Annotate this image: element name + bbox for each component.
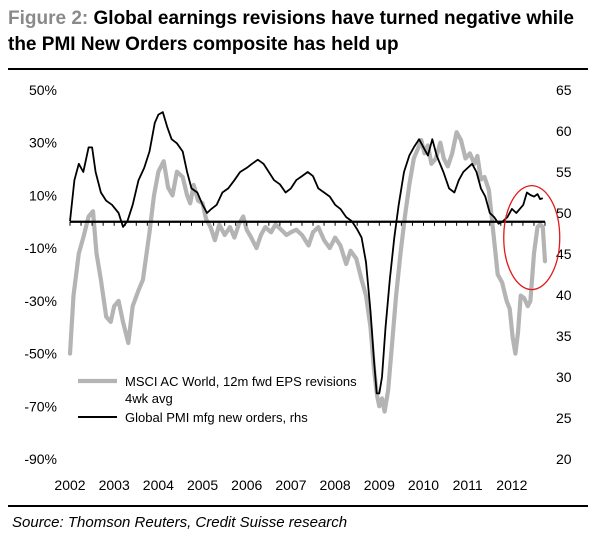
y-left-tick-label: -10% xyxy=(24,240,57,256)
x-tick-label: 2008 xyxy=(320,477,351,493)
title-text: Global earnings revisions have turned ne… xyxy=(8,8,574,55)
y-left-tick-label: 10% xyxy=(29,187,57,203)
y-right-tick-label: 25 xyxy=(556,410,572,426)
legend: MSCI AC World, 12m fwd EPS revisions 4wk … xyxy=(78,374,357,425)
y-right-tick-label: 60 xyxy=(556,123,572,139)
legend-label-eps: MSCI AC World, 12m fwd EPS revisions xyxy=(125,374,357,389)
x-tick-label: 2007 xyxy=(275,477,306,493)
y-left-tick-label: -30% xyxy=(24,293,57,309)
right-axis: 65 60 55 50 45 40 35 30 25 20 xyxy=(556,82,572,467)
x-tick-label: 2003 xyxy=(99,477,130,493)
x-tick-label: 2004 xyxy=(143,477,174,493)
y-right-tick-label: 30 xyxy=(556,369,572,385)
y-right-tick-label: 55 xyxy=(556,164,572,180)
y-left-tick-label: -70% xyxy=(24,398,57,414)
highlight-circle xyxy=(503,184,561,291)
y-left-tick-label: -90% xyxy=(24,451,57,467)
x-tick-label: 2006 xyxy=(231,477,262,493)
x-tick-label: 2011 xyxy=(453,477,483,493)
line-chart: 50% 30% 10% -10% -30% -50% -70% -90% 65 60 55 50 45… xyxy=(24,82,572,493)
y-right-tick-label: 45 xyxy=(556,246,572,262)
figure-label: Figure 2: xyxy=(8,8,89,29)
left-axis: 50% 30% 10% -10% -30% -50% -70% -90% xyxy=(24,82,57,467)
x-axis: 2002 2003 2004 2005 2006 2007 2008 2009 2010 2011… xyxy=(54,477,527,493)
y-right-tick-label: 50 xyxy=(556,205,572,221)
series-group xyxy=(67,111,561,414)
y-left-tick-label: 50% xyxy=(29,82,57,98)
y-right-tick-label: 20 xyxy=(556,451,572,467)
title-rule xyxy=(8,68,588,70)
source-note: Source: Thomson Reuters, Credit Suisse r… xyxy=(12,514,348,531)
series-line-eps-revisions xyxy=(67,130,548,414)
y-right-tick-label: 35 xyxy=(556,328,572,344)
y-left-tick-label: 30% xyxy=(29,135,57,151)
x-tick-label: 2005 xyxy=(187,477,218,493)
series-line-pmi-new-orders xyxy=(69,111,544,395)
y-right-tick-label: 40 xyxy=(556,287,572,303)
legend-label-eps-cont: 4wk avg xyxy=(125,391,173,406)
x-tick-label: 2012 xyxy=(496,477,527,493)
y-left-tick-label: -50% xyxy=(24,346,57,362)
x-tick-label: 2010 xyxy=(408,477,439,493)
x-tick-label: 2009 xyxy=(364,477,395,493)
legend-label-pmi: Global PMI mfg new orders, rhs xyxy=(125,410,308,425)
x-tick-label: 2002 xyxy=(54,477,85,493)
y-right-tick-label: 65 xyxy=(556,82,572,98)
source-rule xyxy=(8,505,588,507)
chart-title: Figure 2: Global earnings revisions have… xyxy=(8,6,588,58)
